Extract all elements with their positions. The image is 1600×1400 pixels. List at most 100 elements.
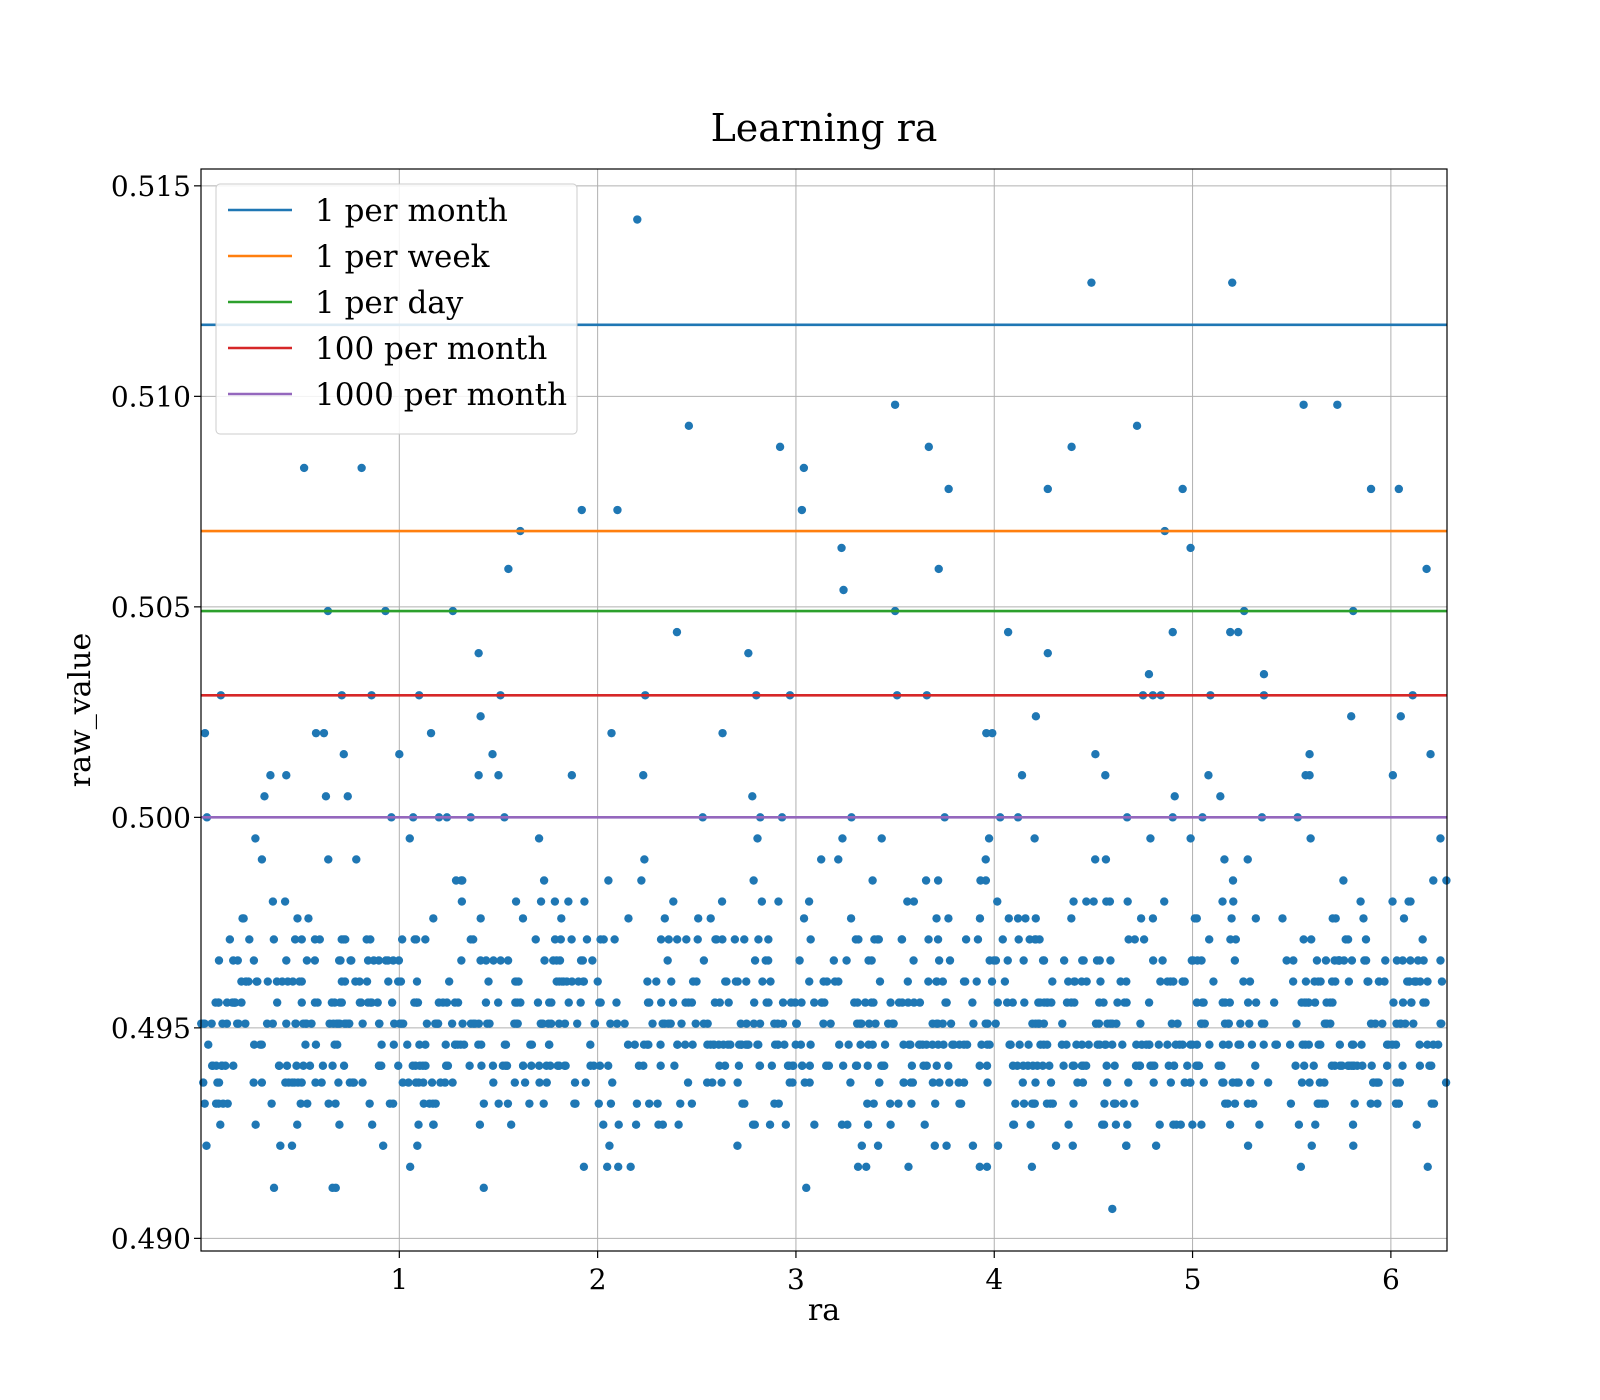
scatter-point — [313, 998, 322, 1007]
scatter-point — [291, 1019, 300, 1028]
scatter-point — [318, 1061, 328, 1070]
scatter-point — [1035, 998, 1045, 1007]
scatter-point — [1149, 1078, 1158, 1087]
scatter-point — [774, 897, 783, 906]
scatter-point — [582, 935, 592, 944]
scatter-point — [349, 1078, 359, 1087]
scatter-point — [421, 1040, 430, 1049]
scatter-point — [1423, 1040, 1432, 1049]
scatter-point — [444, 977, 454, 986]
scatter-point — [1031, 712, 1041, 721]
scatter-point — [604, 876, 613, 885]
scatter-point — [975, 914, 985, 923]
scatter-point — [412, 977, 422, 986]
scatter-point — [1356, 897, 1365, 906]
scatter-point — [1135, 1061, 1145, 1070]
scatter-point — [806, 1040, 815, 1049]
scatter-point — [977, 1040, 986, 1049]
scatter-point — [1090, 855, 1100, 864]
x-axis-label: ra — [808, 1293, 840, 1328]
scatter-point — [749, 876, 758, 885]
scatter-point — [1156, 977, 1165, 986]
scatter-point — [607, 728, 616, 738]
scatter-point — [506, 1120, 516, 1129]
scatter-point — [1310, 977, 1319, 986]
scatter-point — [1343, 935, 1353, 944]
scatter-point — [961, 935, 971, 944]
scatter-point — [489, 1078, 498, 1087]
scatter-point — [955, 1099, 964, 1108]
scatter-point — [1064, 1120, 1073, 1129]
scatter-point — [434, 998, 444, 1007]
scatter-point — [1087, 278, 1096, 287]
scatter-point — [656, 935, 666, 944]
scatter-point — [1437, 977, 1447, 986]
scatter-point — [1307, 935, 1316, 944]
scatter-point — [687, 1099, 697, 1108]
scatter-point — [915, 998, 925, 1007]
scatter-point — [436, 1078, 445, 1087]
scatter-point — [411, 1078, 421, 1087]
scatter-point — [920, 1120, 929, 1129]
scatter-point — [547, 998, 556, 1007]
scatter-point — [1339, 876, 1348, 885]
scatter-point — [266, 771, 275, 780]
scatter-point — [754, 935, 763, 944]
scatter-point — [1100, 1099, 1109, 1108]
scatter-point — [1348, 1120, 1358, 1129]
scatter-point — [806, 935, 815, 944]
scatter-point — [1108, 1204, 1117, 1214]
scatter-point — [1031, 1078, 1040, 1087]
scatter-point — [1062, 1040, 1071, 1049]
scatter-point — [654, 1120, 663, 1129]
scatter-point — [822, 1061, 831, 1070]
y-tick-label: 0.490 — [111, 1222, 191, 1255]
scatter-point — [552, 977, 561, 986]
scatter-point — [1291, 1061, 1300, 1070]
plot-frame — [200, 168, 1448, 1252]
scatter-point — [1226, 935, 1235, 944]
scatter-point — [975, 1061, 984, 1070]
scatter-point — [477, 1061, 486, 1070]
scatter-point — [1100, 1040, 1110, 1049]
x-tick-label: 1 — [390, 1263, 408, 1296]
scatter-point — [595, 998, 604, 1007]
scatter-point — [640, 855, 649, 864]
scatter-point — [1111, 1099, 1120, 1108]
scatter-point — [1059, 1061, 1068, 1070]
scatter-point — [1155, 1120, 1164, 1129]
scatter-point — [981, 855, 990, 864]
scatter-point — [805, 1061, 815, 1070]
scatter-point — [944, 484, 953, 494]
scatter-point — [742, 977, 751, 986]
scatter-point — [763, 956, 773, 965]
scatter-point — [614, 1120, 623, 1129]
scatter-point — [1004, 914, 1014, 923]
scatter-point — [365, 1099, 374, 1108]
scatter-point — [1320, 1019, 1330, 1028]
scatter-point — [1042, 998, 1052, 1007]
scatter-point — [335, 1120, 344, 1129]
scatter-point — [826, 1019, 835, 1028]
scatter-point — [337, 977, 347, 986]
scatter-point — [475, 1120, 485, 1129]
scatter-point — [770, 1019, 779, 1028]
scatter-point — [432, 1019, 441, 1028]
scatter-point — [871, 1019, 880, 1028]
scatter-point — [908, 1078, 918, 1087]
scatter-point — [229, 1061, 238, 1070]
scatter-point — [1350, 1099, 1359, 1108]
scatter-point — [1019, 956, 1028, 965]
scatter-point — [1043, 648, 1052, 658]
scatter-point — [1144, 670, 1154, 679]
scatter-point — [560, 1019, 570, 1028]
scatter-point — [1045, 1061, 1054, 1070]
scatter-point — [329, 1019, 338, 1028]
scatter-point — [829, 956, 839, 965]
scatter-point — [644, 1099, 654, 1108]
scatter-point — [1415, 1040, 1424, 1049]
scatter-point — [450, 998, 460, 1007]
scatter-point — [343, 792, 352, 801]
scatter-point — [1013, 914, 1023, 923]
scatter-point — [703, 1040, 712, 1049]
